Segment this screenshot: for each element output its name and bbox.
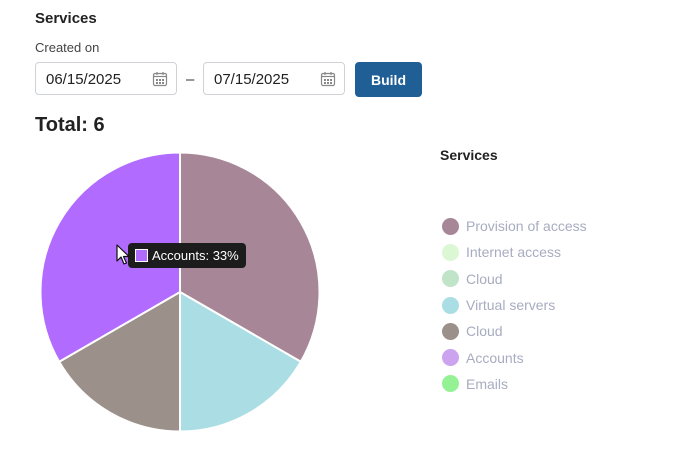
legend: Provision of access Internet access Cloud V… bbox=[442, 213, 587, 397]
date-separator: – bbox=[186, 71, 195, 88]
calendar-icon[interactable] bbox=[320, 71, 336, 87]
legend-item[interactable]: Provision of access bbox=[442, 213, 587, 239]
legend-item[interactable]: Virtual servers bbox=[442, 292, 587, 318]
legend-swatch bbox=[442, 322, 459, 340]
total-count: Total: 6 bbox=[35, 114, 105, 136]
pie-slice-virtual-servers[interactable] bbox=[179, 290, 303, 433]
legend-item[interactable]: Internet access bbox=[442, 239, 587, 265]
legend-label: Provision of access bbox=[466, 218, 587, 235]
chart-tooltip: Accounts: 33% bbox=[128, 243, 246, 268]
legend-swatch bbox=[442, 243, 459, 261]
legend-swatch bbox=[442, 349, 459, 367]
legend-label: Virtual servers bbox=[466, 297, 556, 314]
legend-item[interactable]: Cloud bbox=[442, 318, 587, 344]
legend-label: Accounts bbox=[466, 349, 524, 366]
legend-swatch bbox=[442, 270, 459, 288]
legend-swatch bbox=[442, 217, 459, 235]
legend-label: Emails bbox=[466, 375, 509, 392]
mouse-cursor-icon bbox=[116, 244, 130, 265]
date-from-value: 06/15/2025 bbox=[46, 71, 122, 88]
legend-label: Cloud bbox=[466, 323, 503, 340]
date-to-value: 07/15/2025 bbox=[214, 71, 290, 88]
created-on-label: Created on bbox=[35, 40, 100, 55]
pie-slice-provision-of-access[interactable] bbox=[179, 151, 321, 364]
tooltip-text: Accounts: 33% bbox=[152, 248, 239, 263]
legend-swatch bbox=[442, 375, 459, 393]
legend-item[interactable]: Accounts bbox=[442, 344, 587, 370]
calendar-icon[interactable] bbox=[152, 71, 168, 87]
legend-title: Services bbox=[440, 147, 498, 163]
legend-swatch bbox=[442, 296, 459, 314]
date-to-field[interactable]: 07/15/2025 bbox=[203, 62, 345, 95]
date-from-field[interactable]: 06/15/2025 bbox=[35, 62, 177, 95]
legend-label: Cloud bbox=[466, 270, 503, 287]
legend-item[interactable]: Cloud bbox=[442, 266, 587, 292]
tooltip-swatch bbox=[135, 249, 148, 262]
build-button[interactable]: Build bbox=[355, 62, 422, 97]
legend-label: Internet access bbox=[466, 244, 561, 261]
pie-slice-accounts[interactable] bbox=[39, 151, 181, 364]
legend-item[interactable]: Emails bbox=[442, 371, 587, 397]
page-title: Services bbox=[35, 10, 97, 27]
pie-slice-cloud[interactable] bbox=[57, 290, 181, 433]
